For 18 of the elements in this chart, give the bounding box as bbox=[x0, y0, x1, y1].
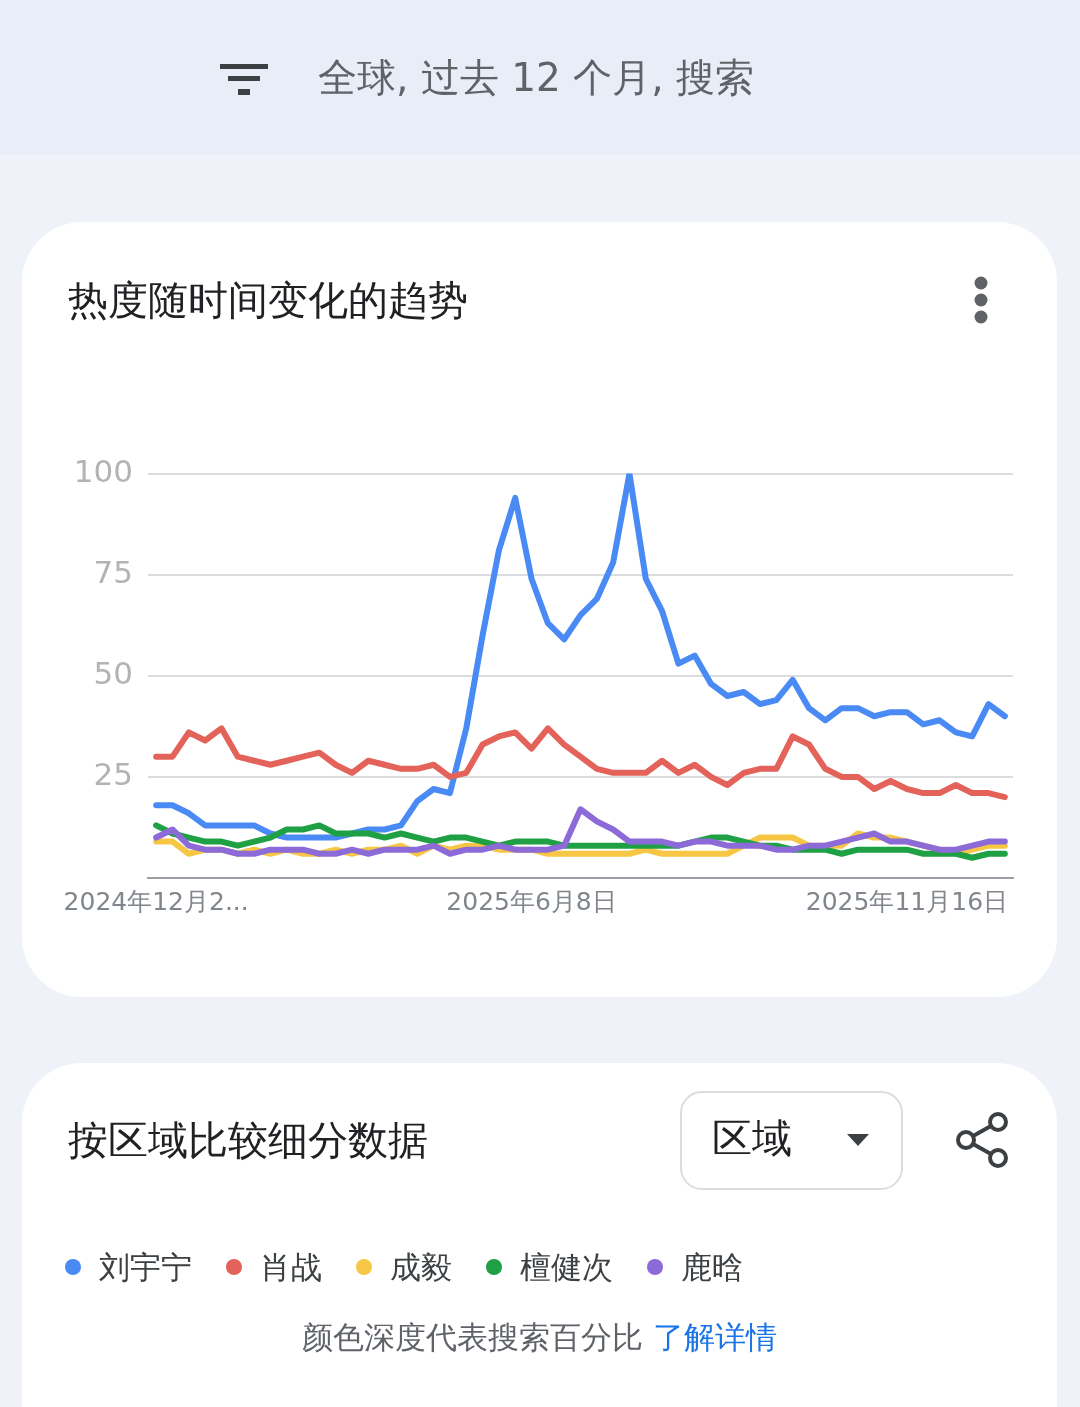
text: 了解详情 bbox=[653, 1319, 777, 1355]
text: 颜色深度代表搜索百分比 bbox=[302, 1319, 643, 1355]
x-tick-label: 2025年11月16日 bbox=[805, 886, 1009, 916]
y-tick-label: 100 bbox=[73, 452, 133, 489]
legend-label: 檀健次 bbox=[520, 1248, 613, 1287]
x-tick-label: 2024年12月2... bbox=[63, 886, 249, 916]
y-tick-label: 25 bbox=[93, 755, 133, 792]
y-tick-label: 50 bbox=[93, 654, 133, 691]
legend-label: 肖战 bbox=[260, 1248, 322, 1287]
y-tick-label: 75 bbox=[93, 553, 133, 590]
dropdown-field: 区域 bbox=[680, 1091, 903, 1190]
chart-subtitle: 全球, 过去 12 个月, 搜索 bbox=[318, 55, 755, 101]
legend-label: 鹿晗 bbox=[681, 1248, 743, 1287]
legend-label: 刘宇宁 bbox=[99, 1248, 192, 1287]
legend-label: 成毅 bbox=[390, 1248, 452, 1287]
text: 按区域比较细分数据 bbox=[68, 1116, 428, 1164]
x-tick-label: 2025年6月8日 bbox=[446, 886, 617, 916]
chart-title: 热度随时间变化的趋势 bbox=[68, 276, 468, 324]
